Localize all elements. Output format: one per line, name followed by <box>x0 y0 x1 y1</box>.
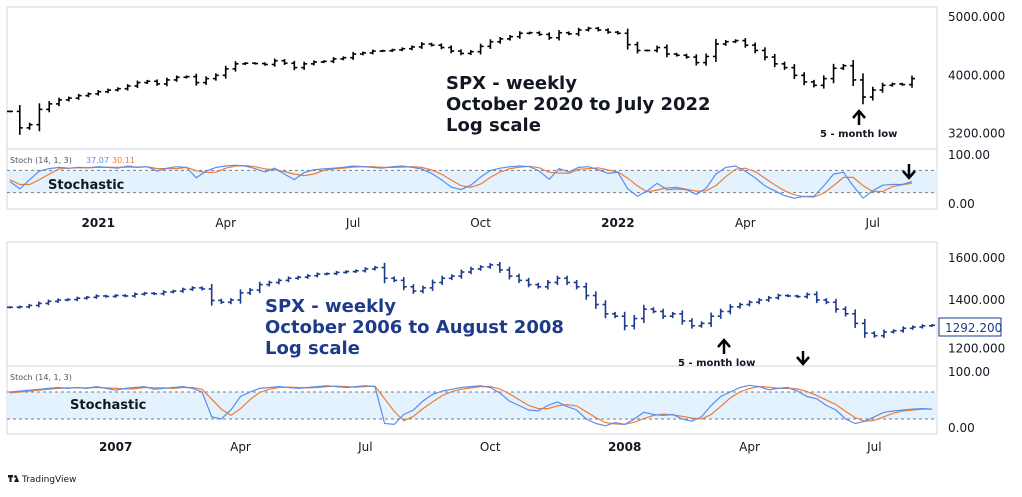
bottom-last-price-tag <box>938 317 1002 337</box>
bottom-y-tick: 1600.000 <box>948 251 1005 265</box>
top-x-tick: Jul <box>865 216 880 230</box>
bottom-x-tick: 2007 <box>99 440 132 454</box>
bottom-stoch-arrow-icon <box>796 351 810 366</box>
top-y-tick: 3200.000 <box>948 126 1005 140</box>
bottom-y-tick: 1400.000 <box>948 293 1005 307</box>
bottom-stoch-label: Stoch (14, 1, 3) <box>10 373 72 382</box>
top-y-tick: 5000.000 <box>948 10 1005 24</box>
top-stoch-label: Stoch (14, 1, 3) <box>10 156 72 165</box>
top-low-annotation: 5 - month low <box>820 129 897 140</box>
top-stoch-k-line <box>9 164 913 200</box>
bottom-x-tick: Oct <box>480 440 501 454</box>
top-stoch-band <box>7 170 937 193</box>
top-stoch-tick-0: 0.00 <box>948 197 975 211</box>
top-stoch-name: Stochastic <box>48 178 124 193</box>
bottom-stoch-k-line <box>9 384 933 427</box>
top-x-tick: 2021 <box>82 216 115 230</box>
bottom-title-line-1: SPX - weekly <box>265 296 396 317</box>
bottom-stoch-band <box>7 392 937 419</box>
top-x-tick: Jul <box>345 216 360 230</box>
bottom-x-tick: Jul <box>357 440 372 454</box>
bottom-x-tick: 2008 <box>608 440 641 454</box>
bottom-y-tick: 1200.000 <box>948 342 1005 356</box>
top-title-line-3: Log scale <box>446 115 541 136</box>
top-title-line-2: October 2020 to July 2022 <box>446 94 711 115</box>
bottom-title-line-3: Log scale <box>265 338 360 359</box>
branding-text: TradingView <box>21 475 76 485</box>
bottom-x-tick: Jul <box>866 440 881 454</box>
bottom-x-tick: Apr <box>230 440 251 454</box>
tradingview-logo-icon <box>8 475 19 482</box>
bottom-last-price: 1292.200 <box>945 321 1002 335</box>
top-x-tick: Apr <box>735 216 756 230</box>
bottom-stoch-tick-0: 0.00 <box>948 421 975 435</box>
top-y-tick: 4000.000 <box>948 68 1005 82</box>
top-stoch-tick-100: 100.00 <box>948 148 990 162</box>
bottom-stoch-name: Stochastic <box>70 398 146 413</box>
top-stoch-d-value: 30.11 <box>112 156 135 165</box>
bottom-stoch-tick-100: 100.00 <box>948 365 990 379</box>
bottom-low-annotation: 5 - month low <box>678 358 755 369</box>
bottom-x-tick: Apr <box>739 440 760 454</box>
top-low-arrow-icon <box>852 109 866 125</box>
top-x-tick: 2022 <box>601 216 634 230</box>
top-stoch-arrow-icon <box>902 164 916 180</box>
top-stoch-d-line <box>9 164 913 198</box>
top-x-tick: Oct <box>470 216 491 230</box>
bottom-title-line-2: October 2006 to August 2008 <box>265 317 564 338</box>
bottom-low-arrow-icon <box>717 338 731 354</box>
top-stoch-k-value: 37.07 <box>86 156 109 165</box>
top-title-line-1: SPX - weekly <box>446 73 577 94</box>
bottom-price-pane <box>6 241 938 367</box>
top-x-tick: Apr <box>215 216 236 230</box>
